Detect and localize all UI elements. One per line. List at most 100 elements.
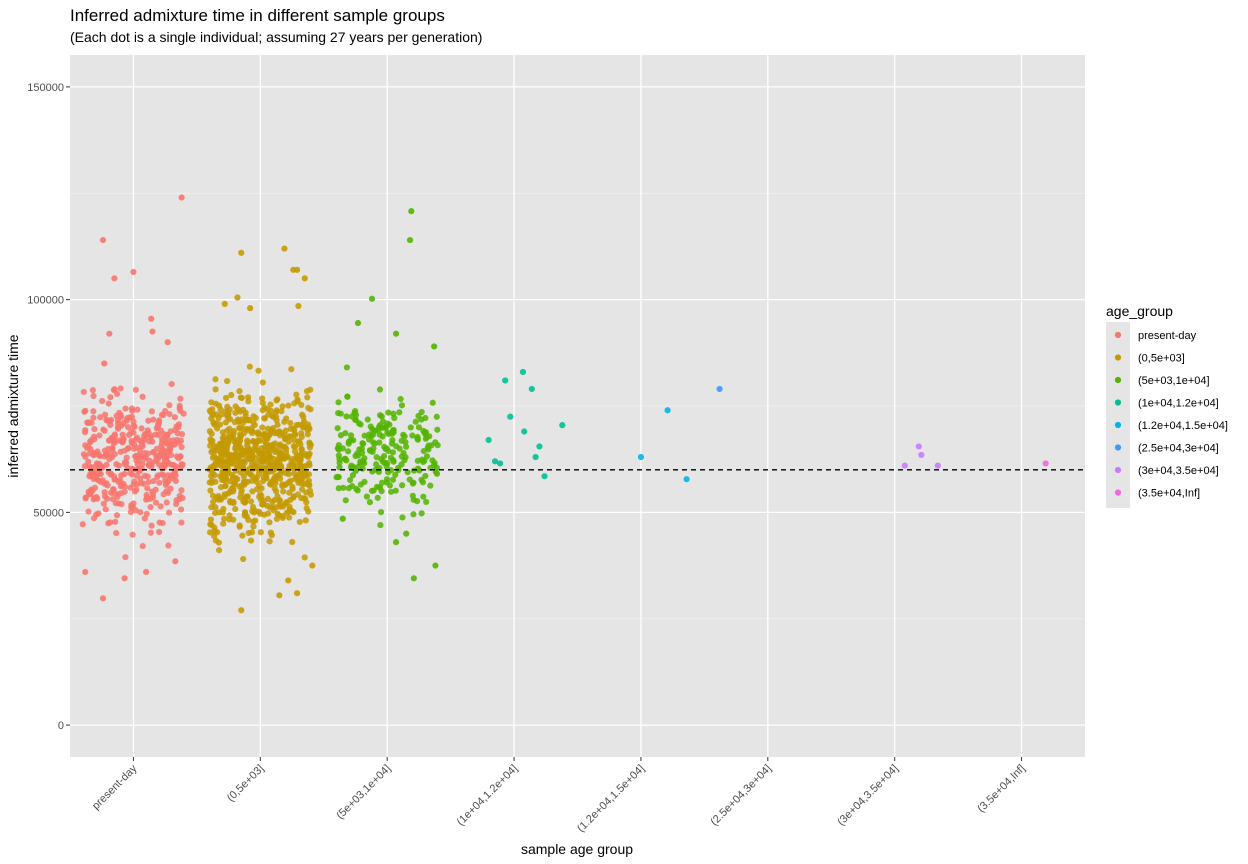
legend-key [1114, 354, 1122, 361]
data-point [222, 483, 229, 490]
data-point [82, 427, 89, 434]
data-point [94, 448, 101, 455]
data-point [91, 494, 98, 502]
data-point [113, 512, 121, 519]
data-point [212, 400, 219, 407]
data-point [398, 402, 406, 409]
data-point [296, 518, 303, 526]
data-point [148, 315, 155, 322]
data-point [413, 498, 421, 505]
x-tick-label: (1e+04,1.2e+04] [455, 763, 521, 829]
data-point [249, 488, 256, 495]
data-point [208, 466, 215, 473]
data-point [209, 454, 217, 461]
data-point [137, 509, 144, 516]
data-point [148, 463, 155, 470]
data-point [164, 339, 171, 346]
data-point [376, 431, 383, 438]
data-point [294, 590, 301, 597]
data-point [82, 495, 89, 502]
data-point [264, 406, 271, 413]
data-point [148, 522, 155, 529]
data-point [299, 411, 306, 418]
data-point [212, 537, 220, 544]
data-point [212, 504, 219, 511]
data-point [389, 427, 397, 434]
data-point [297, 456, 304, 463]
legend-label: (2.5e+04,3e+04] [1138, 443, 1219, 455]
data-point [266, 431, 273, 438]
data-point [207, 516, 215, 523]
x-axis: present-day (0,5e+03] (5e+03,1e+04] (1e+04,… [90, 757, 1028, 835]
data-point [307, 386, 314, 393]
data-point [224, 378, 231, 385]
data-point [637, 453, 645, 461]
data-point [306, 444, 314, 451]
data-point [390, 457, 397, 464]
data-point [111, 440, 118, 447]
data-point [422, 472, 429, 480]
data-point [221, 300, 228, 307]
data-point [409, 432, 416, 439]
data-point [217, 406, 224, 413]
data-point [485, 436, 492, 444]
data-point [298, 401, 305, 409]
data-point [121, 488, 128, 495]
data-point [178, 487, 185, 494]
data-point [103, 416, 110, 423]
data-point [273, 464, 280, 471]
data-point [163, 499, 170, 506]
data-point [368, 295, 376, 302]
data-point [420, 447, 427, 455]
data-point [279, 481, 286, 488]
data-point [227, 499, 234, 506]
data-point [107, 519, 114, 526]
data-point [305, 477, 312, 484]
data-point [259, 395, 266, 402]
data-point [82, 568, 89, 576]
data-point [207, 487, 214, 494]
data-point [267, 443, 274, 451]
x-tick-label: (5e+03,1e+04] [334, 763, 393, 822]
data-point [378, 488, 385, 495]
data-point [167, 473, 174, 480]
data-point [301, 554, 308, 561]
data-point [250, 413, 257, 420]
data-point [236, 523, 243, 530]
data-point [344, 393, 351, 400]
data-point [403, 530, 410, 537]
data-point [220, 515, 228, 522]
data-point [536, 443, 543, 450]
data-point [231, 451, 238, 459]
data-point [232, 445, 239, 453]
data-point [159, 519, 166, 527]
data-point [407, 424, 414, 431]
data-point [360, 440, 367, 447]
data-point [281, 418, 288, 425]
data-point [398, 437, 405, 444]
data-point [414, 436, 422, 443]
data-point [179, 494, 186, 502]
data-point [240, 430, 247, 437]
data-point [396, 445, 403, 452]
y-axis: 0 50000 100000 150000 [27, 82, 70, 732]
data-point [130, 418, 137, 425]
data-point [163, 432, 170, 440]
legend-title: age_group [1106, 303, 1173, 319]
data-point [212, 459, 219, 466]
data-point [389, 436, 396, 444]
data-point [255, 367, 262, 374]
x-tick-label: present-day [90, 762, 140, 812]
data-point [122, 554, 129, 561]
data-point [89, 387, 96, 394]
data-point [121, 483, 129, 490]
data-point [270, 424, 277, 432]
data-point [90, 392, 97, 400]
data-point [135, 457, 143, 464]
data-point [180, 410, 187, 417]
data-point [129, 407, 136, 414]
y-tick-label: 0 [58, 720, 64, 732]
data-point [382, 424, 389, 431]
data-point [343, 457, 350, 464]
legend-key [1114, 376, 1122, 384]
